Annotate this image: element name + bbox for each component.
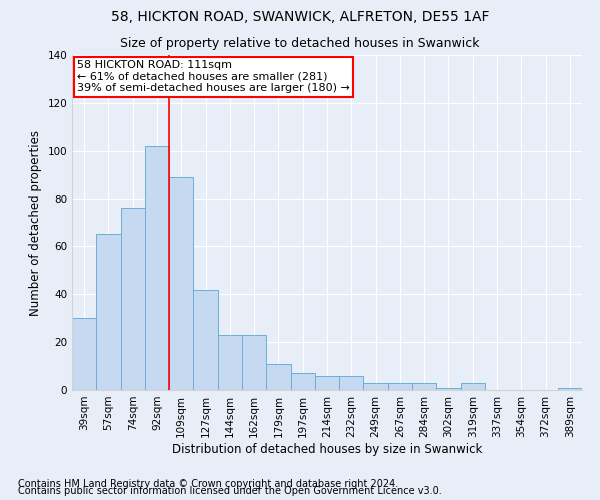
Bar [242, 335, 266, 390]
Bar [193, 290, 218, 390]
Bar [315, 376, 339, 390]
Bar [218, 335, 242, 390]
Text: 58 HICKTON ROAD: 111sqm
← 61% of detached houses are smaller (281)
39% of semi-d: 58 HICKTON ROAD: 111sqm ← 61% of detache… [77, 60, 350, 93]
Bar [121, 208, 145, 390]
Bar [266, 364, 290, 390]
Y-axis label: Number of detached properties: Number of detached properties [29, 130, 42, 316]
Bar [388, 383, 412, 390]
Bar [364, 383, 388, 390]
Bar [72, 318, 96, 390]
Bar [461, 383, 485, 390]
Text: Contains public sector information licensed under the Open Government Licence v3: Contains public sector information licen… [18, 486, 442, 496]
Bar [96, 234, 121, 390]
Bar [558, 388, 582, 390]
Bar [145, 146, 169, 390]
Text: Size of property relative to detached houses in Swanwick: Size of property relative to detached ho… [120, 38, 480, 51]
Bar [169, 177, 193, 390]
Bar [339, 376, 364, 390]
Bar [436, 388, 461, 390]
Text: 58, HICKTON ROAD, SWANWICK, ALFRETON, DE55 1AF: 58, HICKTON ROAD, SWANWICK, ALFRETON, DE… [111, 10, 489, 24]
Text: Contains HM Land Registry data © Crown copyright and database right 2024.: Contains HM Land Registry data © Crown c… [18, 479, 398, 489]
Bar [290, 373, 315, 390]
Bar [412, 383, 436, 390]
X-axis label: Distribution of detached houses by size in Swanwick: Distribution of detached houses by size … [172, 442, 482, 456]
